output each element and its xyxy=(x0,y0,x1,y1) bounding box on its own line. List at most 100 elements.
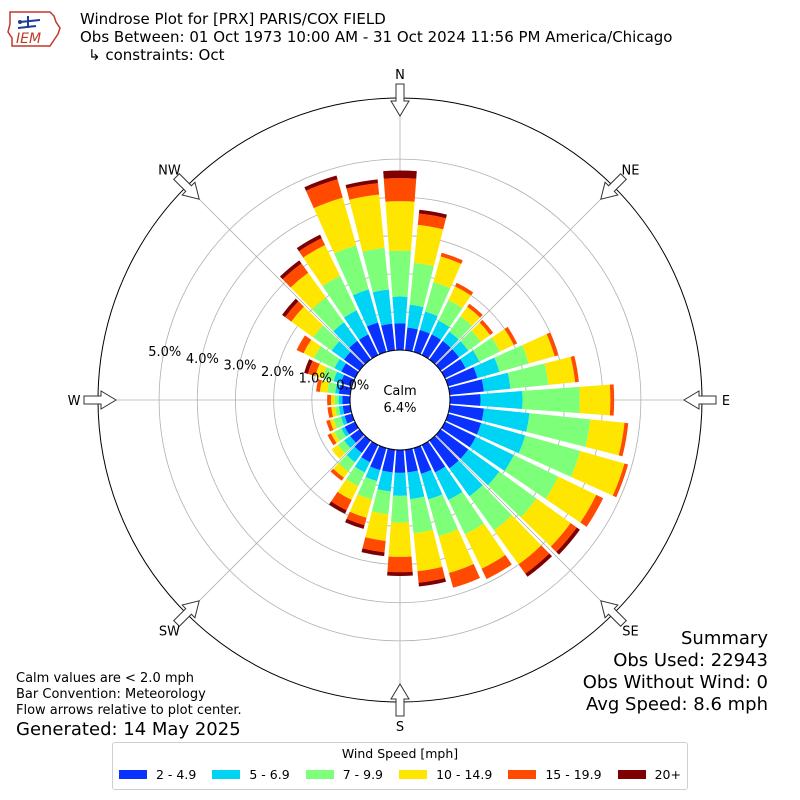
windrose-bar-segment xyxy=(327,406,334,418)
windrose-bar-segment xyxy=(303,339,321,359)
windrose-bar-segment xyxy=(417,566,446,583)
windrose-bar-segment xyxy=(349,194,385,252)
legend-label: 2 - 4.9 xyxy=(156,767,197,782)
windrose-bar-segment xyxy=(331,406,337,417)
windrose-bar-segment xyxy=(405,327,418,352)
windrose-bar-segment xyxy=(429,435,459,469)
windrose-bar-segment xyxy=(350,429,365,443)
windrose-bar-segment xyxy=(460,330,481,351)
windrose-bar-segment xyxy=(460,306,481,326)
windrose-bar-segment xyxy=(331,491,352,511)
windrose-bar-segment xyxy=(518,545,550,574)
legend-label: 7 - 9.9 xyxy=(342,767,384,782)
windrose-bar-segment xyxy=(338,405,345,416)
windrose-bar-segment xyxy=(472,337,501,362)
windrose-bar-segment xyxy=(417,213,446,230)
windrose-bar-segment xyxy=(491,328,514,352)
windrose-bar-segment xyxy=(609,384,615,416)
windrose-bar-segment xyxy=(282,298,299,318)
windrose-bar-segment xyxy=(333,322,358,348)
windrose-bar-segment xyxy=(303,244,341,287)
windrose-bar-segment xyxy=(431,320,450,340)
windrose-bar-segment xyxy=(333,371,344,384)
flow-arrows-note: Flow arrows relative to plot center. xyxy=(16,703,242,718)
windrose-bar-segment xyxy=(370,445,387,471)
windrose-bar-segment xyxy=(526,413,591,447)
windrose-bar-segment xyxy=(333,416,344,429)
windrose-bar-segment xyxy=(359,334,379,359)
windrose-bar-segment xyxy=(334,395,339,405)
windrose-bar-segment xyxy=(316,379,322,392)
windrose-bar-segment xyxy=(337,479,359,501)
compass-label: NE xyxy=(622,163,640,178)
windrose-bar-segment xyxy=(428,494,459,537)
windrose-bar-segment xyxy=(480,391,523,409)
windrose-bar-segment xyxy=(449,394,481,406)
grid-spoke xyxy=(186,186,365,365)
windrose-bar-segment xyxy=(570,355,579,383)
legend-swatch xyxy=(399,770,428,779)
windrose-bar-segment xyxy=(362,537,386,553)
windrose-bar-segment xyxy=(343,310,369,340)
compass-label: N xyxy=(395,68,405,83)
compass-label: SW xyxy=(159,625,180,640)
windrose-bar-segment xyxy=(365,466,381,482)
windrose-bar-segment xyxy=(304,175,338,191)
windrose-bar-segment xyxy=(448,564,480,588)
windrose-bar-segment xyxy=(389,250,411,297)
windrose-bar-segment xyxy=(343,351,365,371)
windrose-bar-segment xyxy=(357,476,378,500)
windrose-bar-segment xyxy=(520,498,571,547)
windrose-bar-segment xyxy=(392,472,408,496)
windrose-bar-segment xyxy=(425,282,451,317)
windrose-bar-segment xyxy=(361,441,379,463)
legend-swatch xyxy=(212,770,241,779)
windrose-bar-segment xyxy=(469,436,514,472)
flow-arrow-icon xyxy=(390,83,410,117)
windrose-bar-segment xyxy=(365,511,389,541)
windrose-bar-segment xyxy=(544,356,576,385)
windrose-bar-segment xyxy=(371,489,391,515)
windrose-bar-segment xyxy=(331,444,345,459)
windrose-bar-segment xyxy=(494,515,542,565)
windrose-bar-segment xyxy=(441,421,476,448)
windrose-bar-segment xyxy=(507,363,549,389)
windrose-bar-segment xyxy=(449,316,473,340)
windrose-bar-segment xyxy=(330,468,344,481)
windrose-bar-segment xyxy=(352,289,379,327)
grid-spoke xyxy=(435,435,614,614)
windrose-bar-segment xyxy=(418,209,447,219)
windrose-bar-segment xyxy=(322,275,357,318)
flow-arrow-icon xyxy=(390,683,410,717)
grid-spoke xyxy=(435,186,614,365)
windrose-bar-segment xyxy=(290,272,327,310)
calm-circle xyxy=(349,349,451,451)
summary-block: Summary Obs Used: 22943 Obs Without Wind… xyxy=(583,628,768,716)
windrose-bar-segment xyxy=(333,463,349,478)
legend-swatch xyxy=(119,770,147,779)
legend-item: 15 - 19.9 xyxy=(508,767,602,782)
windrose-bar-segment xyxy=(372,289,393,326)
windrose-bar-segment xyxy=(435,466,463,501)
windrose-bar-segment xyxy=(421,441,446,473)
windrose-bar-segment xyxy=(460,449,500,486)
windrose-bar-segment xyxy=(433,256,462,289)
windrose-bar-segment xyxy=(409,262,434,308)
windrose-bar-segment xyxy=(454,282,474,296)
windrose-bar-segment xyxy=(354,435,371,453)
calm-value: 6.4% xyxy=(383,401,416,416)
windrose-bar-segment xyxy=(473,357,500,379)
windrose-bar-segment xyxy=(419,311,438,334)
compass-label: NW xyxy=(158,163,181,178)
windrose-bar-segment xyxy=(383,178,417,202)
calm-note: Calm values are < 2.0 mph xyxy=(16,671,195,686)
windrose-bar-segment xyxy=(344,421,359,435)
flow-arrow-icon xyxy=(173,173,200,200)
windrose-bar-segment xyxy=(331,341,351,360)
windrose-bar-segment xyxy=(420,469,443,500)
windrose-bar-segment xyxy=(585,419,625,456)
windrose-bar-segment xyxy=(460,350,480,369)
windrose-bar-segment xyxy=(362,247,389,293)
windrose-bar-segment xyxy=(340,415,348,426)
windrose-bar-segment xyxy=(429,340,451,365)
